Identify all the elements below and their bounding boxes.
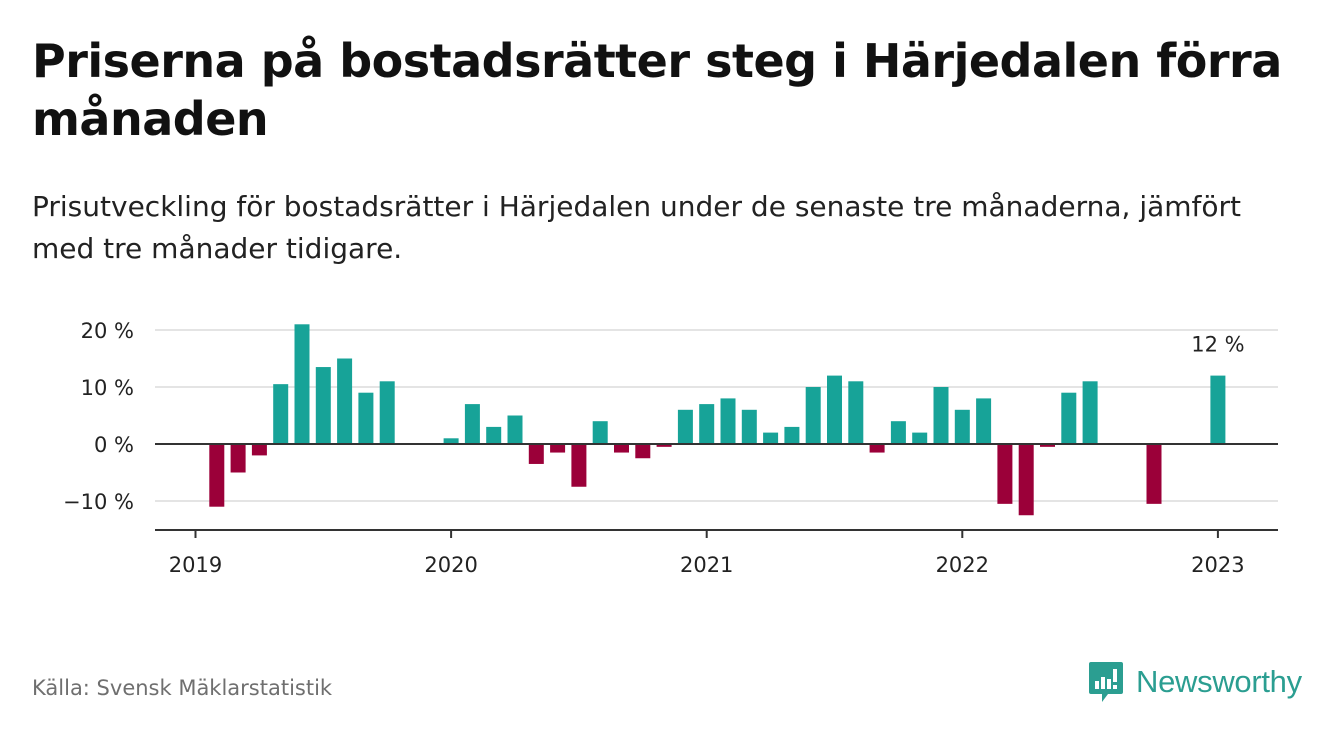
x-tick-label: 2020 bbox=[424, 553, 477, 577]
bar bbox=[890, 421, 906, 444]
bar bbox=[358, 392, 374, 444]
bar bbox=[635, 444, 651, 459]
y-tick-label: 0 % bbox=[94, 433, 134, 457]
bar bbox=[443, 438, 459, 444]
bar bbox=[464, 404, 480, 444]
bar bbox=[763, 432, 779, 444]
bar bbox=[954, 409, 970, 444]
bar-chart: 20 % 10 % 0 % −10 % 2019 2020 2021 2022 2023 12 % bbox=[63, 319, 1278, 577]
bar bbox=[677, 409, 693, 444]
bar bbox=[337, 358, 353, 444]
bar bbox=[507, 415, 523, 444]
chart-subtitle: Prisutveckling för bostadsrätter i Härje… bbox=[32, 190, 1242, 265]
bar bbox=[273, 384, 289, 444]
newsworthy-logo: Newsworthy bbox=[1088, 660, 1302, 704]
y-tick-label: 10 % bbox=[81, 376, 134, 400]
chart-title: Priserna på bostadsrätter steg i Härjeda… bbox=[32, 34, 1282, 146]
bar bbox=[1018, 444, 1034, 516]
bar bbox=[486, 426, 502, 444]
newsworthy-logo-icon bbox=[1089, 662, 1123, 702]
bar bbox=[933, 387, 949, 444]
x-tick-label: 2021 bbox=[680, 553, 733, 577]
bar bbox=[848, 381, 864, 444]
bar bbox=[976, 398, 992, 444]
bar bbox=[741, 409, 757, 444]
bar bbox=[1210, 375, 1226, 444]
bar bbox=[230, 444, 246, 473]
x-tick-label: 2022 bbox=[936, 553, 989, 577]
y-tick-label: −10 % bbox=[63, 490, 134, 514]
y-tick-label: 20 % bbox=[81, 319, 134, 343]
bar bbox=[912, 432, 928, 444]
bar bbox=[997, 444, 1013, 504]
value-annotation: 12 % bbox=[1191, 333, 1244, 357]
bar bbox=[294, 324, 310, 444]
bar bbox=[1082, 381, 1098, 444]
x-tick-label: 2019 bbox=[169, 553, 222, 577]
x-tick-label: 2023 bbox=[1191, 553, 1244, 577]
bar bbox=[720, 398, 736, 444]
bar bbox=[528, 444, 544, 464]
bar bbox=[592, 421, 608, 444]
bar bbox=[1146, 444, 1162, 504]
bar bbox=[784, 426, 800, 444]
bar bbox=[1040, 444, 1055, 447]
source-label: Källa: Svensk Mäklarstatistik bbox=[32, 676, 333, 700]
bar bbox=[251, 444, 267, 456]
bar bbox=[805, 387, 821, 444]
bar bbox=[656, 444, 672, 447]
bar bbox=[379, 381, 395, 444]
bar bbox=[699, 404, 715, 444]
newsworthy-logo-text: Newsworthy bbox=[1136, 664, 1302, 699]
bar bbox=[614, 444, 629, 453]
bar bbox=[827, 375, 842, 444]
bar bbox=[1061, 392, 1077, 444]
bar bbox=[571, 444, 587, 487]
bar bbox=[550, 444, 566, 453]
bar bbox=[869, 444, 885, 453]
bar bbox=[315, 367, 331, 444]
bar bbox=[209, 444, 225, 507]
